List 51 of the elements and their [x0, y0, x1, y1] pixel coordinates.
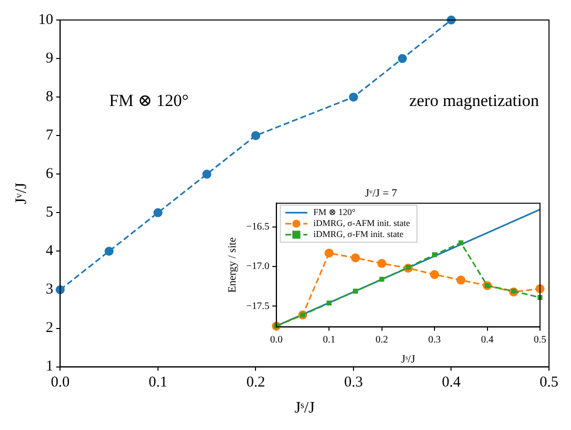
y-tick-label: −16.5	[246, 222, 270, 233]
y-tick-label: 9	[46, 50, 54, 66]
y-tick-label: 5	[46, 204, 54, 221]
point	[326, 300, 332, 306]
x-tick-label: 0.1	[322, 334, 336, 346]
point	[456, 276, 466, 285]
point	[324, 248, 334, 258]
x-tick-label: 0.2	[376, 334, 388, 346]
x-tick-label: 0.5	[540, 374, 558, 391]
y-axis-title: Energy / site	[226, 237, 238, 293]
y-tick-label: 10	[38, 12, 54, 28]
point	[153, 208, 162, 218]
x-tick-label: 0.3	[344, 374, 363, 391]
y-tick-label: −17.0	[246, 261, 270, 272]
point	[251, 131, 260, 140]
x-tick-label: 0.5	[534, 334, 546, 346]
point	[398, 54, 407, 64]
point	[352, 288, 358, 294]
point	[430, 270, 440, 280]
y-tick-label: 6	[46, 166, 54, 182]
y-tick-label: 2	[46, 320, 54, 336]
point	[202, 170, 212, 179]
x-tick-label: 0.4	[442, 374, 462, 391]
x-tick-label: 0.1	[148, 374, 168, 391]
x-tick-label: 0.0	[270, 334, 283, 346]
point	[377, 258, 386, 268]
y-tick-label: 8	[46, 89, 54, 106]
point	[348, 92, 358, 102]
y-tick-label: 4	[46, 243, 54, 260]
x-tick-label: 0.0	[50, 374, 70, 391]
point	[104, 246, 114, 256]
annotation: zero magnetization	[409, 90, 540, 110]
point	[379, 276, 384, 282]
x-tick-label: 0.2	[246, 374, 266, 391]
x-tick-label: 0.3	[428, 334, 441, 346]
point	[350, 253, 360, 262]
y-tick-label: 1	[46, 358, 54, 375]
y-tick-label: 3	[46, 282, 54, 298]
legend-label: iDMRG, σ-AFM init. state	[313, 218, 410, 228]
legend-label: iDMRG, σ-FM init. state	[313, 229, 404, 240]
x-axis-title: Jˢ/J	[401, 353, 416, 366]
x-tick-label: 0.4	[481, 334, 494, 346]
legend-label: FM ⊗ 120°	[313, 207, 356, 218]
chart-title: Jᵛ/J = 7	[364, 187, 398, 200]
point	[432, 252, 438, 258]
annotation: FM ⊗ 120°	[109, 90, 189, 110]
x-axis-title: Jˢ/J	[294, 400, 315, 417]
y-axis-title: Jᵛ/J	[12, 182, 30, 204]
y-tick-label: 7	[46, 128, 54, 144]
point	[458, 240, 464, 246]
y-tick-label: −17.5	[246, 300, 270, 312]
